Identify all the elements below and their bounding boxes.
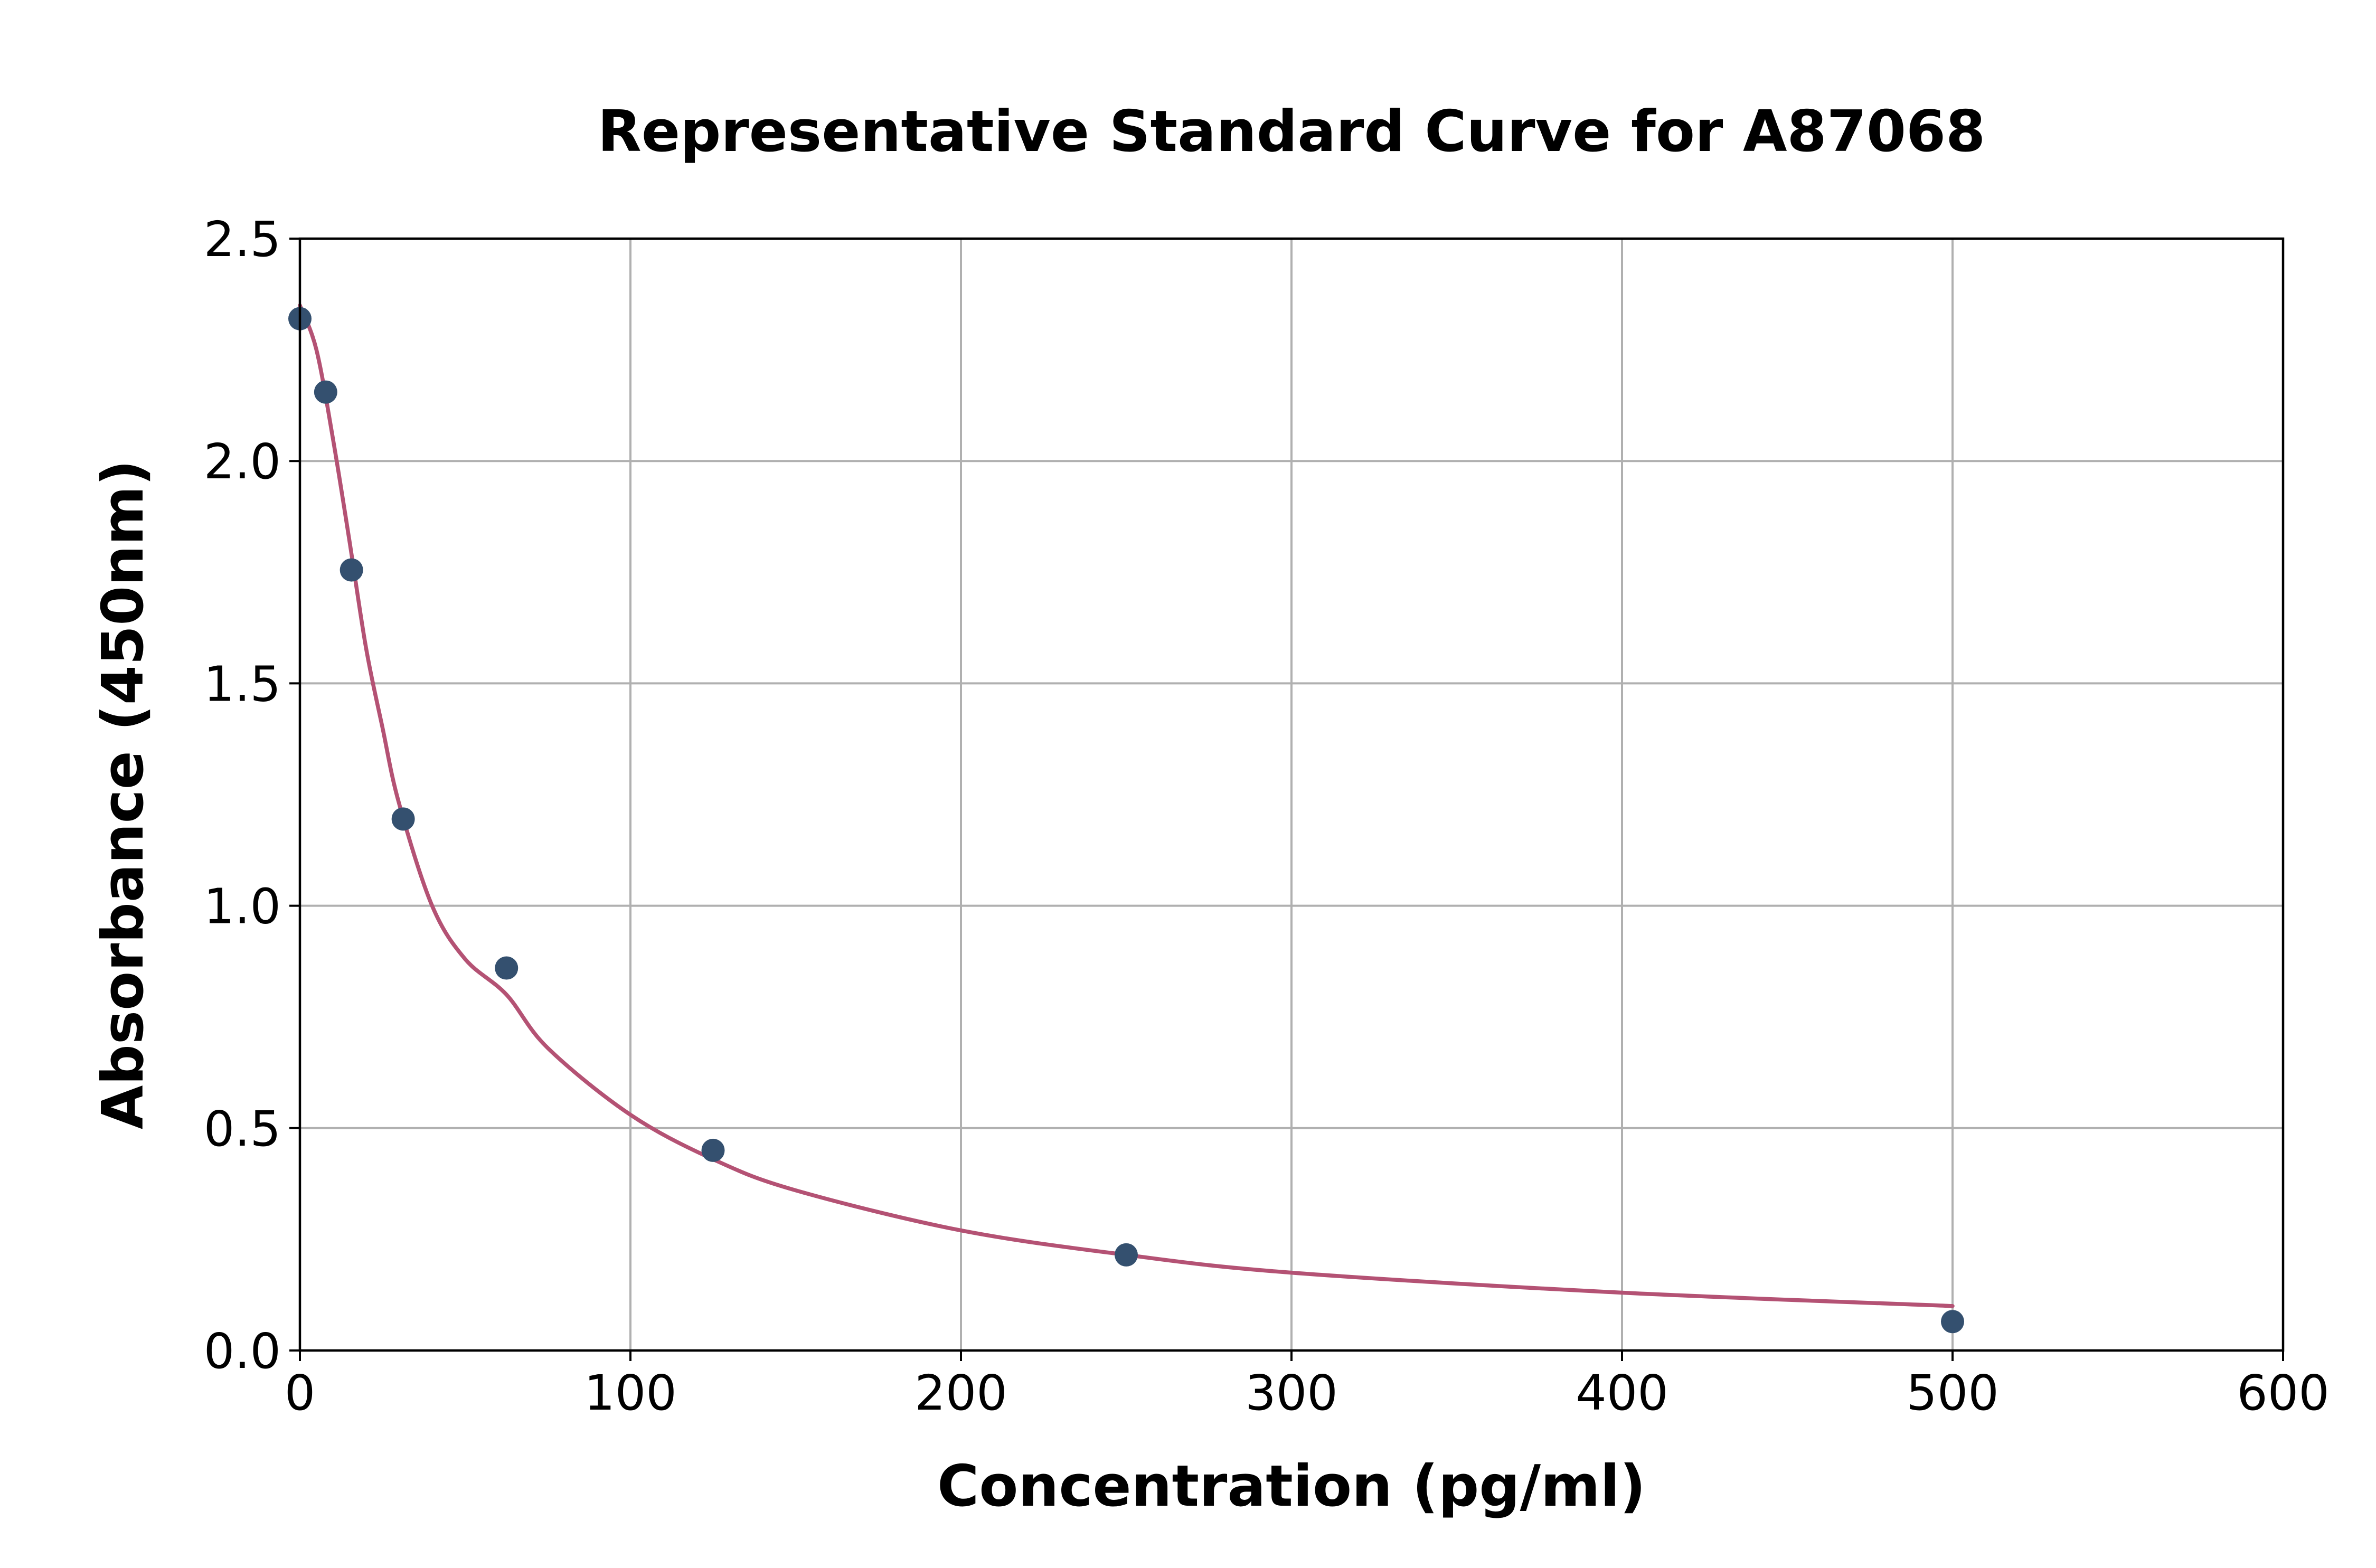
y-axis-label: Absorbance (450nm) bbox=[90, 460, 156, 1129]
data-points-layer bbox=[288, 307, 1964, 1334]
fitted-curve-layer bbox=[298, 303, 1955, 1308]
y-tick-label: 1.5 bbox=[204, 656, 281, 712]
x-tick-label: 400 bbox=[1576, 1365, 1668, 1421]
y-tick-label: 0.0 bbox=[204, 1323, 281, 1380]
x-axis-label: Concentration (pg/ml) bbox=[937, 1453, 1646, 1519]
y-tick-label: 2.0 bbox=[204, 433, 281, 490]
chart-title: Representative Standard Curve for A87068 bbox=[598, 99, 1986, 165]
data-point bbox=[701, 1138, 725, 1162]
data-point bbox=[1115, 1243, 1138, 1267]
data-point bbox=[314, 380, 337, 404]
data-point bbox=[1941, 1310, 1964, 1334]
x-tick-label: 100 bbox=[584, 1365, 677, 1421]
y-tick-label: 2.5 bbox=[204, 211, 281, 268]
x-tick-label: 300 bbox=[1245, 1365, 1338, 1421]
x-tick-label: 600 bbox=[2237, 1365, 2330, 1421]
fitted-curve-line bbox=[298, 303, 1955, 1308]
ticks: 0 100 200 300 400 500 600 0.0 0.5 1.0 1.5 2.0 2.5 bbox=[204, 211, 2330, 1421]
x-tick-label: 200 bbox=[914, 1365, 1007, 1421]
x-tick-label: 500 bbox=[1906, 1365, 1999, 1421]
y-tick-label: 0.5 bbox=[204, 1101, 281, 1157]
y-tick-label: 1.0 bbox=[204, 879, 281, 935]
x-tick-label: 0 bbox=[285, 1365, 316, 1421]
data-point bbox=[495, 956, 518, 980]
data-point bbox=[340, 558, 363, 582]
data-point bbox=[391, 807, 415, 831]
